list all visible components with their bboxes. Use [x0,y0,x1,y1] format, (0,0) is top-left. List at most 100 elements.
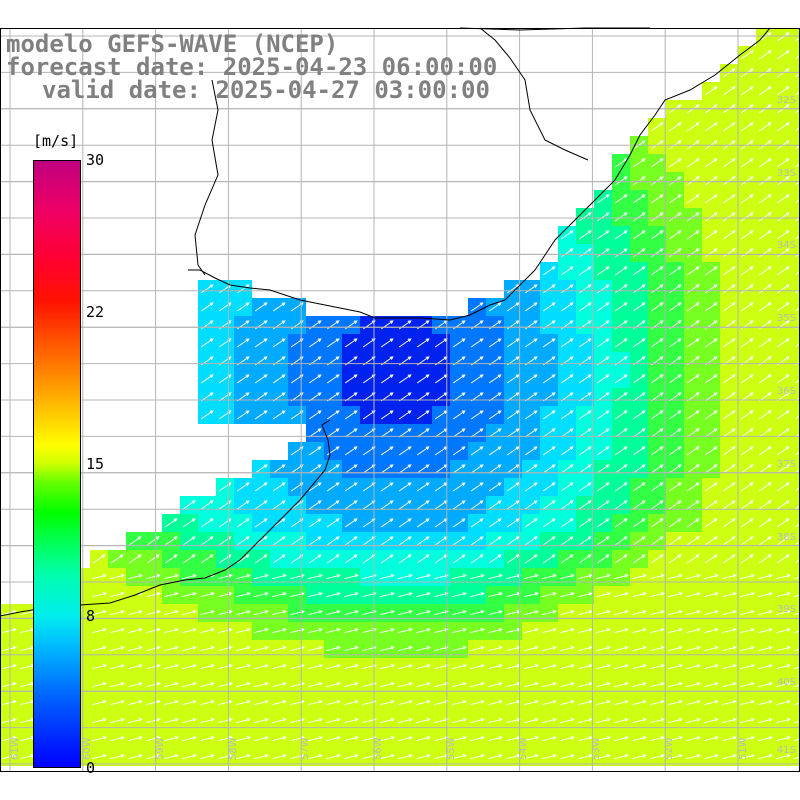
wind-arrow [218,628,233,634]
latitude-label: 36S [776,386,796,397]
wind-arrow [380,410,394,420]
wind-cell [792,118,800,136]
wind-arrow [416,518,430,528]
wind-arrow [686,212,700,222]
wind-arrow [668,410,682,420]
wind-arrow [614,428,628,438]
wind-arrow [596,302,610,312]
wind-arrow [524,574,539,580]
wind-arrow [614,500,628,510]
wind-arrow [668,554,682,564]
wind-arrow [596,284,610,294]
wind-arrow [236,610,251,616]
wind-arrow [92,592,107,598]
wind-arrow [254,464,268,474]
wind-arrow [578,428,592,438]
wind-arrow [722,682,737,688]
wind-arrow [416,664,431,670]
wind-arrow [326,554,340,564]
wind-arrow [632,176,646,186]
wind-arrow [794,127,800,132]
wind-arrow [470,410,484,420]
wind-arrow [740,574,755,580]
wind-arrow [416,700,431,706]
wind-arrow [704,230,718,240]
wind-arrow [614,682,629,688]
wind-arrow [92,682,107,688]
wind-arrow [794,523,800,528]
wind-arrow [614,754,629,760]
wind-arrow [596,464,610,474]
wind-arrow [578,574,593,580]
wind-arrow [272,700,287,706]
wind-arrow [452,446,466,456]
wind-arrow [272,664,287,670]
wind-arrow [344,428,358,438]
wind-arrow [722,554,736,564]
wind-arrow [416,682,431,688]
wind-arrow [344,628,359,634]
wind-arrow [794,199,800,204]
wind-arrow [524,610,539,616]
wind-arrow [596,700,611,706]
wind-arrow [668,194,682,204]
wind-arrow [740,428,754,438]
wind-arrow [596,574,611,580]
wind-arrow [470,500,484,510]
wind-arrow [596,628,611,634]
wind-arrow [668,536,682,546]
wind-arrow [704,592,719,598]
wind-arrow [452,700,467,706]
wind-arrow [272,302,286,312]
wind-arrow [452,554,466,564]
wind-arrow [470,754,485,760]
wind-arrow [740,266,754,276]
wind-arrow [632,574,647,580]
wind-arrow [218,646,233,652]
wind-arrow [776,628,791,634]
wind-arrow [380,592,395,598]
wind-arrow [110,682,125,688]
wind-arrow [326,754,341,760]
wind-arrow [470,446,484,456]
wind-arrow [380,500,394,510]
wind-arrow [560,592,575,598]
wind-arrow [488,554,502,564]
wind-cell [792,64,800,82]
wind-arrow [632,464,646,474]
wind-arrow [740,122,754,132]
wind-arrow [308,592,323,598]
wind-arrow [632,284,646,294]
wind-arrow [704,122,718,132]
wind-arrow [704,374,718,384]
wind-arrow [470,682,485,688]
wind-arrow [92,610,107,616]
wind-arrow [758,68,772,78]
wind-arrow [794,145,800,150]
wind-arrow [704,338,718,348]
border-north [459,27,650,31]
wind-arrow [560,700,575,706]
wind-arrow [542,682,557,688]
wind-arrow [560,682,575,688]
wind-arrow [326,646,341,652]
wind-cell [792,748,800,766]
wind-arrow [776,50,790,60]
wind-arrow [506,500,520,510]
wind-arrow [146,700,161,706]
wind-arrow [776,446,790,456]
wind-arrow [632,628,647,634]
wind-arrow [704,646,719,652]
wind-arrow [308,610,323,616]
wind-arrow [668,682,683,688]
wind-arrow [308,464,322,474]
wind-arrow [470,574,485,580]
wind-arrow [506,302,520,312]
wind-arrow [470,736,485,742]
wind-arrow [596,736,611,742]
wind-arrow [254,500,268,510]
wind-arrow [200,718,215,724]
wind-arrow [110,754,125,760]
wind-arrow [470,482,484,492]
wind-arrow [416,592,431,598]
